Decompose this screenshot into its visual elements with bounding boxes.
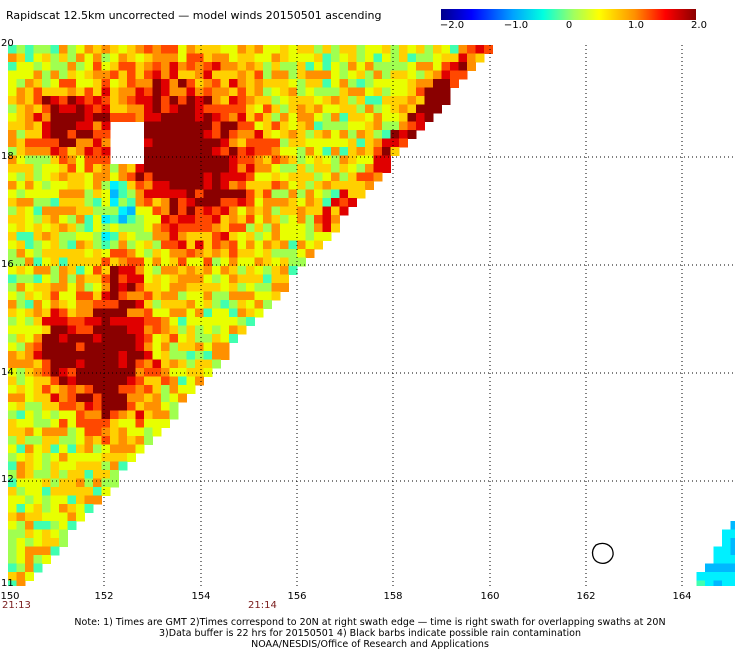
wind-cells (8, 45, 735, 586)
lon-label: 160 (480, 591, 500, 602)
lon-label: 150 (0, 591, 20, 602)
lon-label: 164 (672, 591, 692, 602)
lat-label: 14 (1, 367, 14, 378)
lon-label: 154 (191, 591, 211, 602)
lat-label: 16 (1, 259, 14, 270)
swath-time-left: 21:13 (2, 600, 31, 611)
footnote-line: Note: 1) Times are GMT 2)Times correspon… (74, 617, 666, 628)
colorbar-label: 0 (565, 20, 573, 31)
swath-time-right: 21:14 (248, 600, 277, 611)
lat-label: 18 (1, 151, 14, 162)
map-title: Rapidscat 12.5km uncorrected — model win… (6, 9, 382, 22)
lon-label: 158 (383, 591, 403, 602)
lon-label: 156 (287, 591, 307, 602)
footnote-line: 3)Data buffer is 22 hrs for 20150501 4) … (159, 628, 581, 639)
lat-label: 11 (1, 578, 14, 589)
rain-contour (591, 542, 614, 564)
colorbar (441, 9, 696, 20)
colorbar-label: 2.0 (691, 20, 707, 31)
lat-label: 12 (1, 474, 14, 485)
colorbar-label: −1.0 (503, 20, 529, 31)
lat-label: 20 (1, 38, 14, 49)
colorbar-label: 1.0 (628, 20, 644, 31)
colorbar-label: −2.0 (439, 20, 465, 31)
footnote-line: NOAA/NESDIS/Office of Research and Appli… (251, 639, 489, 650)
lon-label: 152 (94, 591, 114, 602)
lon-label: 162 (576, 591, 596, 602)
wind-difference-map (8, 45, 735, 586)
